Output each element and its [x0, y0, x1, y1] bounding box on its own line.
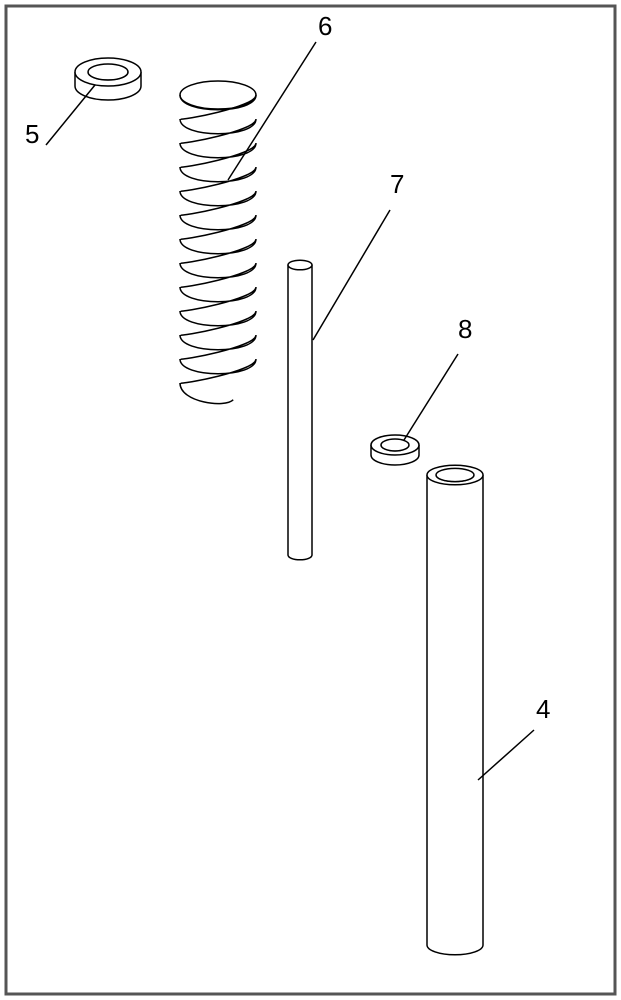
tube: [427, 465, 483, 955]
label-8: 8: [458, 314, 472, 345]
diagram-canvas: 5 6 7 8 4: [0, 0, 621, 1000]
washer-mid: [371, 435, 419, 465]
label-7: 7: [390, 169, 404, 200]
diagram-svg: [0, 0, 621, 1000]
label-4: 4: [536, 694, 550, 725]
label-6: 6: [318, 11, 332, 42]
label-5: 5: [25, 119, 39, 150]
spring: [180, 81, 256, 404]
rod: [288, 260, 312, 560]
washer-top: [75, 58, 141, 100]
